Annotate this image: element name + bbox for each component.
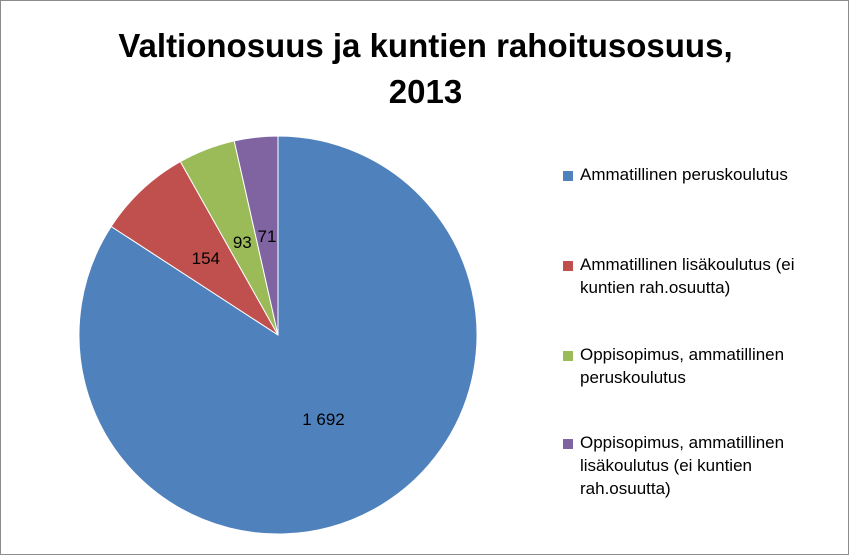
chart-title: Valtionosuus ja kuntien rahoitusosuus, 2… bbox=[1, 23, 849, 115]
legend-swatch bbox=[563, 351, 573, 361]
legend-label: Ammatillinen peruskoulutus bbox=[580, 165, 788, 184]
legend-swatch bbox=[563, 439, 573, 449]
data-label-2: 93 bbox=[233, 233, 252, 252]
pie-data-labels: 1 692 154 93 71 bbox=[192, 227, 345, 429]
legend-label: Ammatillinen lisäkoulutus (ei kuntien ra… bbox=[580, 255, 795, 297]
pie-slice-3 bbox=[233, 135, 279, 336]
legend-label: Oppisopimus, ammatillinen peruskoulutus bbox=[580, 345, 785, 387]
chart-title-line-1: Valtionosuus ja kuntien rahoitusosuus, bbox=[118, 27, 733, 64]
legend-swatch bbox=[563, 261, 573, 271]
pie-slice-1 bbox=[110, 160, 279, 336]
legend-swatch bbox=[563, 171, 573, 181]
pie-slices bbox=[78, 135, 478, 535]
legend-label: Oppisopimus, ammatillinen lisäkoulutus (… bbox=[580, 433, 785, 498]
chart-title-line-2: 2013 bbox=[388, 73, 463, 110]
data-label-0: 1 692 bbox=[302, 410, 345, 429]
data-label-1: 154 bbox=[192, 249, 220, 268]
pie-slice-0 bbox=[78, 135, 478, 535]
data-label-3: 71 bbox=[258, 227, 277, 246]
